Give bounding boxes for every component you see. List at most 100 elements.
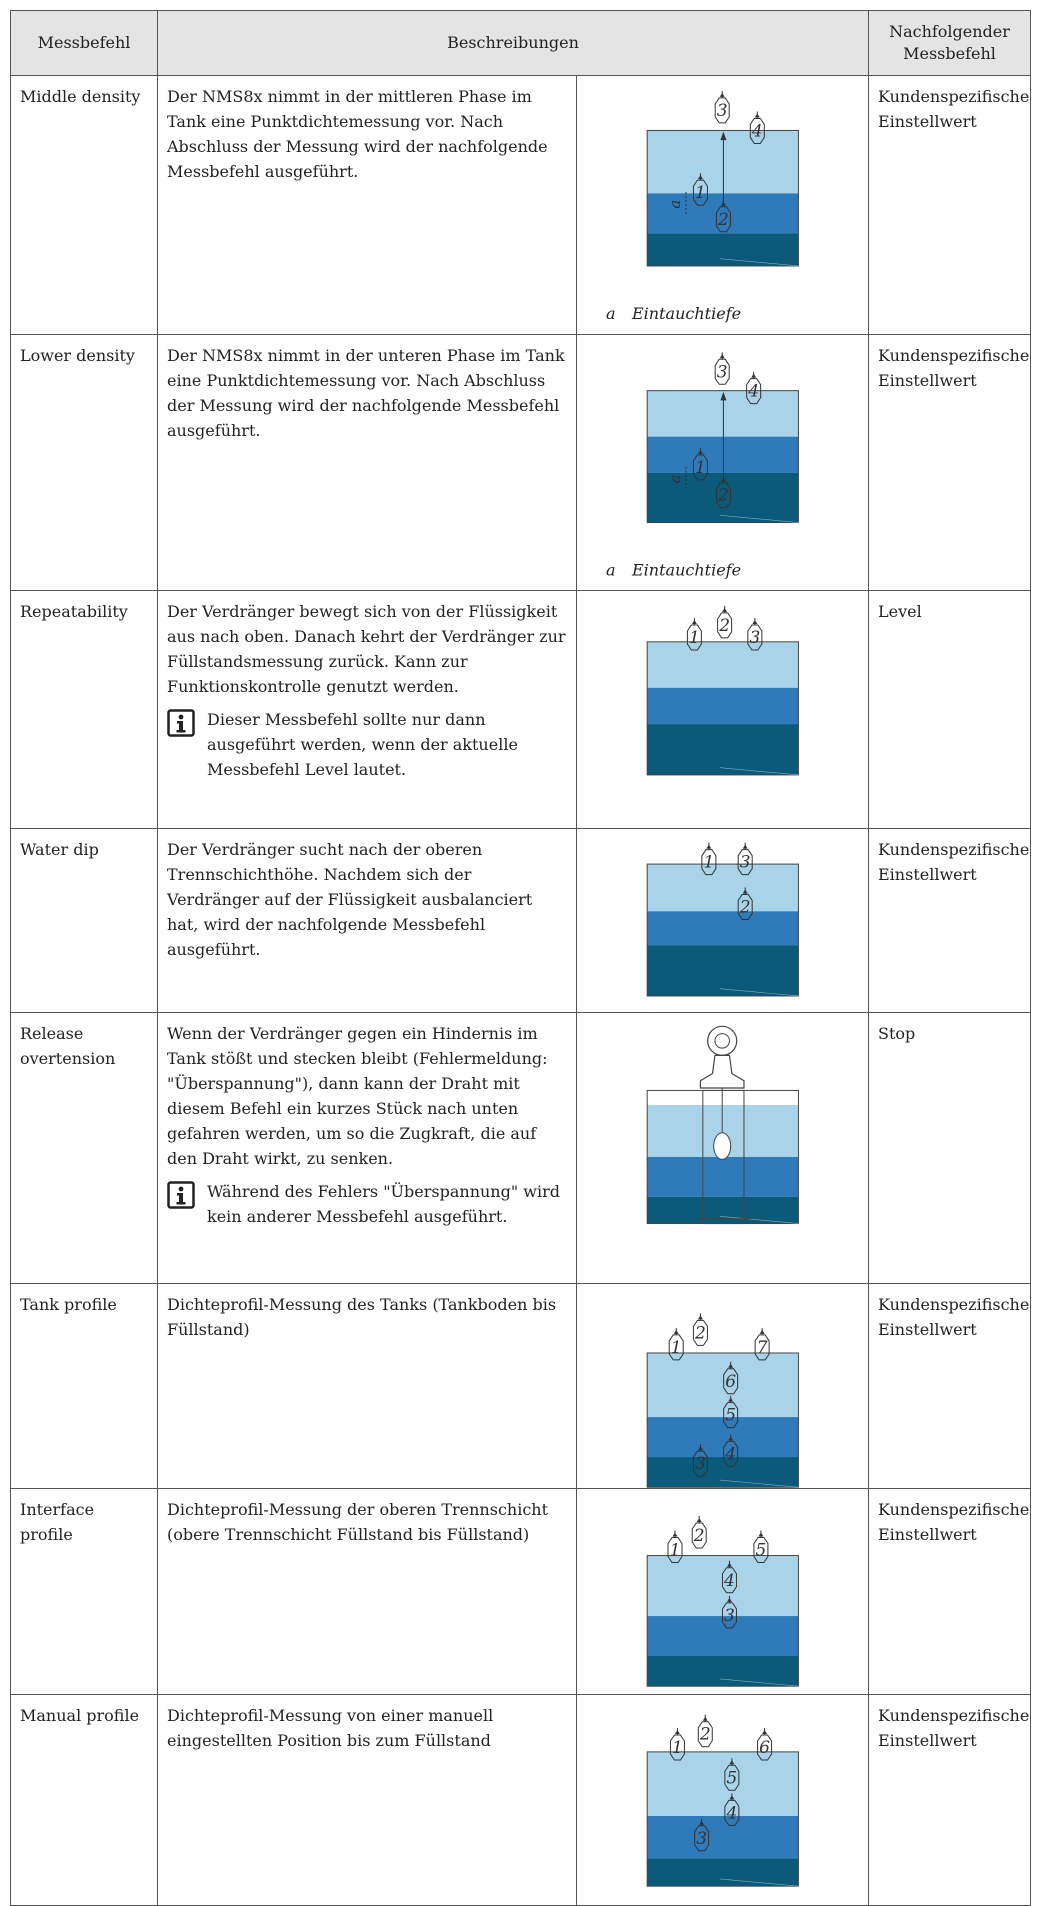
tank-layer [647, 1858, 799, 1887]
displacer [721, 1567, 737, 1594]
float-label: 3 [749, 628, 760, 648]
tip [726, 1597, 732, 1602]
next-command-cell: Kundenspezifischer Einstellwert [869, 335, 1031, 591]
tank-diagram: 12 6 5 43 [646, 1714, 799, 1887]
description: Dichteprofil-Messung des Tanks (Tankbode… [167, 1295, 557, 1339]
displacer [737, 893, 753, 920]
tank-diagram [646, 1025, 799, 1225]
displacer [667, 1537, 683, 1563]
command-table: Messbefehl Beschreibungen Nachfolgender Me… [10, 10, 1031, 1906]
tank-diagram: 12 5 4 3 [646, 1515, 799, 1687]
next-command-cell: Kundenspezifischer Einstellwert [869, 1695, 1031, 1906]
icon-stem [176, 721, 186, 733]
description-cell: Der Verdränger sucht nach der oberen Tre… [158, 829, 577, 1013]
tank-layer [647, 687, 799, 725]
tip [722, 607, 728, 612]
description: Der NMS8x nimmt in der mittleren Phase i… [167, 87, 548, 181]
flange [699, 1054, 745, 1089]
tank-floor [719, 258, 799, 267]
displacer [694, 1825, 710, 1852]
float-label: 5 [725, 1406, 736, 1426]
tank-outline [646, 1555, 799, 1687]
icon-stem [176, 1193, 186, 1205]
displacer [721, 1602, 737, 1629]
displacer [715, 482, 731, 509]
displacer [692, 1450, 708, 1477]
float-label: 2 [694, 1323, 706, 1343]
note-text: Dieser Messbefehl sollte nur dann ausgef… [207, 710, 518, 779]
float-label: 5 [756, 1541, 767, 1561]
tank-layer [647, 1352, 799, 1418]
tip [706, 844, 712, 849]
command-cell: Manual profile [11, 1695, 158, 1906]
info-icon [167, 709, 195, 737]
displacer [691, 1522, 707, 1549]
description: Der Verdränger bewegt sich von der Flüss… [167, 602, 566, 696]
diagram-cell: 1 3 2 [577, 829, 869, 1013]
displacer [669, 1734, 685, 1761]
arrow-head [720, 391, 727, 401]
tank-layer [647, 1156, 799, 1197]
dimension-label: a [666, 474, 684, 483]
next-command-cell: Kundenspezifischer Einstellwert [869, 1489, 1031, 1695]
float-label: 7 [757, 1338, 768, 1358]
head-inner [714, 1033, 730, 1049]
tank-diagram: 12 7 6 5 43 [646, 1313, 799, 1488]
tip [691, 619, 697, 624]
description: Dichteprofil-Messung von einer manuell e… [167, 1706, 494, 1750]
float-label: 1 [689, 628, 700, 648]
command-cell: Interface profile [11, 1489, 158, 1695]
tank-layer [647, 864, 799, 912]
tank-layer [647, 233, 799, 266]
tank-layer [647, 1816, 799, 1859]
tip [762, 1730, 768, 1735]
legend-text: Eintauchtiefe [631, 561, 741, 580]
description: Der Verdränger sucht nach der oberen Tre… [167, 840, 533, 959]
tank-outline [646, 129, 799, 267]
tank-outline [646, 1751, 799, 1887]
float-label: 2 [717, 210, 729, 230]
header-cell: Beschreibungen [158, 11, 869, 76]
tank-layer [647, 724, 799, 775]
note: Während des Fehlers "Überspannung" wird … [167, 1179, 567, 1229]
tank-diagram: 1 3 2 [646, 842, 799, 997]
displacer [723, 1402, 739, 1429]
float-label: 6 [725, 1372, 736, 1392]
displacer [723, 1440, 739, 1467]
tank-floor [719, 1678, 799, 1687]
tip [751, 373, 757, 378]
float-label: 2 [739, 897, 751, 917]
description: Wenn der Verdränger gegen ein Hindernis … [167, 1024, 548, 1168]
tank-diagram: 123 [646, 605, 799, 776]
tip [720, 477, 726, 482]
displacer [714, 358, 730, 385]
tank-layer [647, 1417, 799, 1458]
tank-layer [647, 436, 799, 473]
arrow-head [720, 131, 727, 141]
tip [672, 1532, 678, 1537]
tip [697, 449, 703, 454]
float-label: 1 [695, 183, 706, 203]
info-icon [167, 1181, 195, 1209]
displacer [692, 454, 708, 481]
float-label: 3 [696, 1829, 707, 1849]
tank-layer [647, 1196, 799, 1224]
float-label: 4 [747, 382, 759, 402]
header-cell: Messbefehl [11, 11, 158, 76]
float-label: 3 [724, 1606, 735, 1626]
tank-layer [647, 1655, 799, 1687]
tip [697, 1446, 703, 1451]
displacer [692, 179, 708, 206]
tank-layer [647, 1457, 799, 1488]
diagram-cell: a 3 4 1 2 a Eintauchtiefe [577, 335, 869, 591]
displacer [754, 1334, 770, 1361]
tip [674, 1730, 680, 1735]
tank-layer [647, 1751, 799, 1816]
displacer [686, 624, 702, 651]
float-label: 3 [740, 853, 751, 873]
float-label: 4 [723, 1571, 735, 1591]
displacer [692, 1319, 708, 1346]
